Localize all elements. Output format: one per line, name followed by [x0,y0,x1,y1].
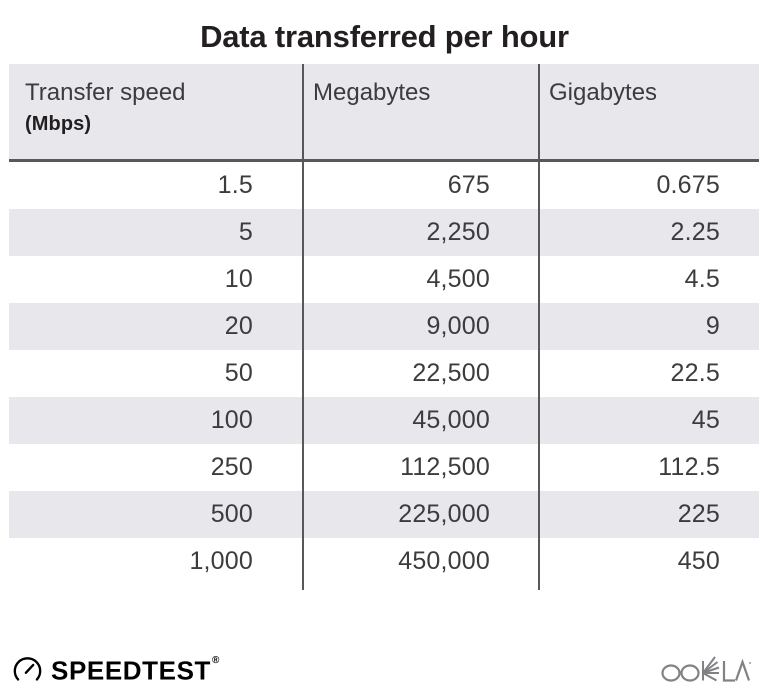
column-header-gigabytes-label: Gigabytes [549,79,658,106]
table-row: 500 225,000 225 [9,491,759,538]
speedtest-logo: SPEEDTEST® [13,650,220,688]
cell-gigabytes: 450 [677,547,720,575]
cell-transfer-speed: 1.5 [217,171,253,199]
cell-megabytes: 112,500 [400,453,490,481]
footer: SPEEDTEST® [0,640,769,698]
cell-megabytes: 9,000 [426,312,490,340]
column-header-transfer-speed-label: Transfer speed [25,79,186,106]
cell-megabytes: 2,250 [426,218,490,246]
cell-megabytes: 225,000 [398,500,490,528]
ookla-logo-mark [661,656,751,682]
cell-transfer-speed: 10 [224,265,253,293]
speedtest-wordmark-text: SPEEDTEST [51,655,211,686]
speedtest-wordmark: SPEEDTEST® [51,653,220,686]
cell-gigabytes: 4.5 [684,265,720,293]
speedometer-gauge-icon [13,656,42,681]
table-row: 250 112,500 112.5 [9,444,759,491]
cell-megabytes: 22,500 [412,359,490,387]
cell-transfer-speed: 500 [210,500,253,528]
table-row: 5 2,250 2.25 [9,209,759,256]
cell-megabytes: 450,000 [398,547,490,575]
column-header-megabytes: Megabytes [313,76,533,109]
column-header-megabytes-label: Megabytes [313,79,431,106]
cell-transfer-speed: 100 [210,406,253,434]
cell-transfer-speed: 250 [210,453,253,481]
cell-transfer-speed: 5 [238,218,253,246]
cell-megabytes: 4,500 [426,265,490,293]
cell-gigabytes: 0.675 [656,171,720,199]
cell-gigabytes: 2.25 [670,218,720,246]
column-header-transfer-speed-unit: (Mbps) [25,113,92,135]
page-title: Data transferred per hour [200,19,569,54]
cell-gigabytes: 22.5 [670,359,720,387]
cell-transfer-speed: 20 [224,312,253,340]
table-row: 100 45,000 45 [9,397,759,444]
table-row: 20 9,000 9 [9,303,759,350]
table-header-row: Transfer speed (Mbps) Megabytes Gigabyte… [9,64,759,162]
cell-transfer-speed: 50 [224,359,253,387]
table-row: 1.5 675 0.675 [9,162,759,209]
cell-megabytes: 45,000 [412,406,490,434]
table-row: 10 4,500 4.5 [9,256,759,303]
table-row: 1,000 450,000 450 [9,538,759,585]
speedtest-trademark-symbol: ® [212,654,220,666]
column-header-gigabytes: Gigabytes [549,76,749,109]
table-row: 50 22,500 22.5 [9,350,759,397]
cell-gigabytes: 225 [677,500,720,528]
cell-gigabytes: 112.5 [658,453,720,481]
cell-megabytes: 675 [447,171,490,199]
cell-gigabytes: 45 [691,406,720,434]
table-body: 1.5 675 0.675 5 2,250 2.25 10 4,500 4.5 … [9,162,759,585]
data-table: Transfer speed (Mbps) Megabytes Gigabyte… [9,64,759,585]
cell-gigabytes: 9 [705,312,720,340]
ookla-logo [660,654,751,686]
column-header-transfer-speed: Transfer speed (Mbps) [25,76,295,139]
cell-transfer-speed: 1,000 [189,547,253,575]
